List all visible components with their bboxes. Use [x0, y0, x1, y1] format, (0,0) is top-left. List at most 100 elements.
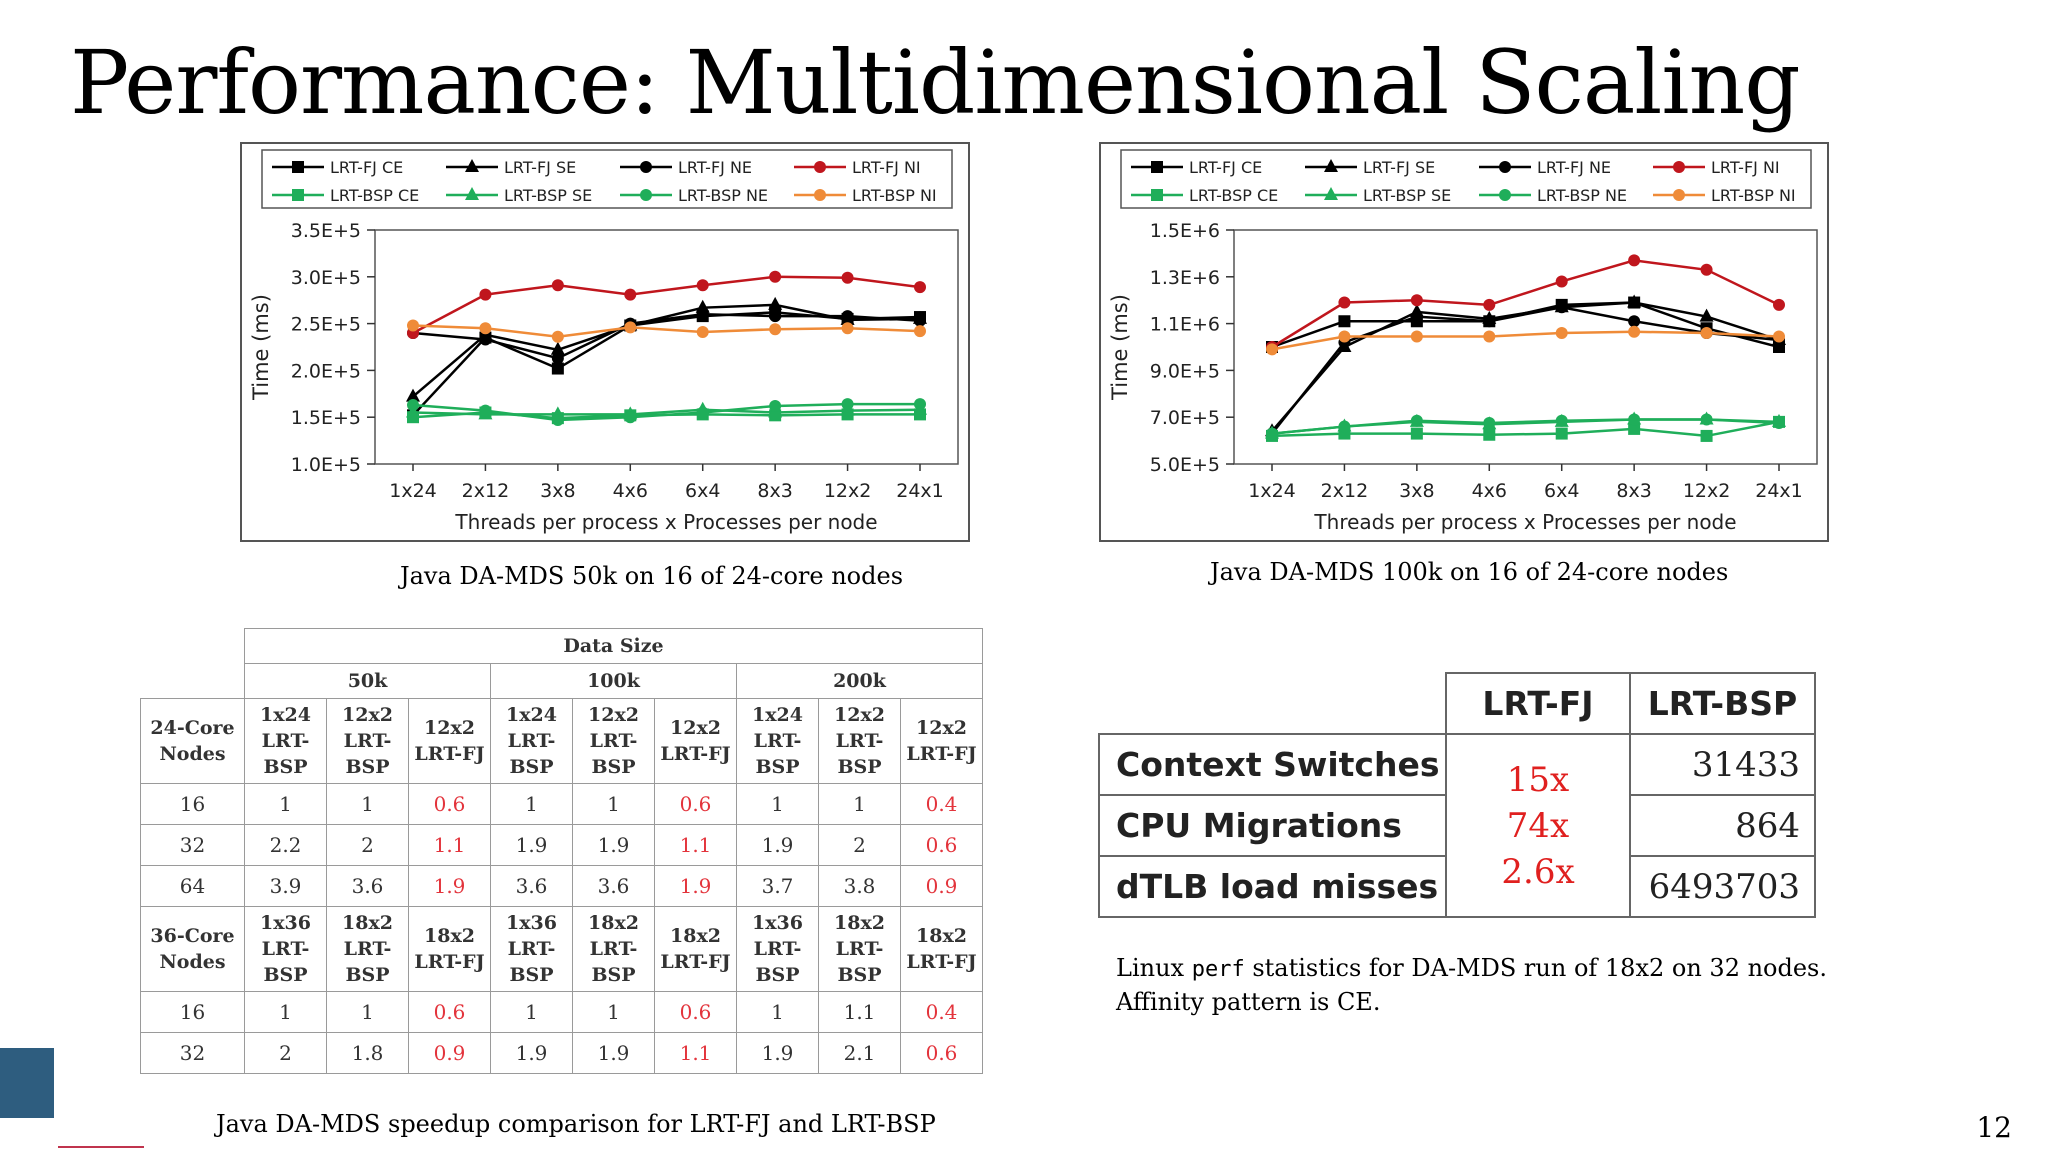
data-point	[1266, 343, 1278, 356]
column-header: 18x2 LRT-FJ	[900, 906, 983, 992]
table-row: Context Switches 15x 74x 2.6x 31433	[1098, 733, 1816, 918]
speedup-table: Data Size 50k 100k 200k 24-Core Nodes 1x24 LRT-…	[140, 628, 983, 1074]
data-point	[551, 279, 564, 292]
data-point	[1410, 414, 1423, 427]
data-point	[1700, 429, 1713, 442]
legend-marker	[292, 189, 304, 201]
perf-caption-line2: Affinity pattern is CE.	[1116, 988, 1381, 1016]
series-line	[412, 312, 921, 360]
metric-label: dTLB load misses	[1098, 855, 1447, 918]
slide-title: Performance: Multidimensional Scaling	[70, 31, 1801, 134]
y-tick-label: 2.0E+5	[291, 360, 361, 382]
speedup-value: 2	[326, 824, 409, 866]
data-point	[769, 270, 782, 283]
series-line	[412, 402, 920, 422]
y-tick-label: 3.0E+5	[291, 267, 361, 289]
data-point	[1700, 326, 1713, 339]
legend-label: LRT-FJ CE	[1189, 158, 1262, 177]
series-line	[1271, 418, 1780, 435]
chart-50k-caption: Java DA-MDS 50k on 16 of 24-core nodes	[400, 562, 904, 590]
data-point	[1338, 420, 1351, 433]
column-header-lrt-bsp: LRT-BSP	[1629, 672, 1816, 735]
x-tick-label: 6x4	[1544, 480, 1579, 502]
node-count: 32	[140, 824, 245, 866]
lrt-bsp-value: 31433	[1629, 733, 1816, 796]
data-point	[769, 399, 782, 412]
data-point	[1628, 422, 1641, 435]
legend-marker	[1499, 161, 1511, 173]
legend-label: LRT-BSP SE	[504, 186, 592, 205]
y-tick-label: 1.1E+6	[1150, 314, 1220, 336]
data-point	[479, 404, 492, 417]
perf-stats-table: LRT-FJ LRT-BSP Context Switches 15x 74x 2.6x 3…	[1098, 672, 1816, 918]
lrt-bsp-value: 6493703	[1629, 855, 1816, 918]
speedup-value: 3.8	[818, 865, 901, 907]
column-header: 18x2 LRT-FJ	[408, 906, 491, 992]
column-header: 12x2 LRT-FJ	[408, 698, 491, 784]
perf-table-corner	[1099, 673, 1447, 735]
data-point	[769, 323, 782, 336]
data-point	[914, 314, 926, 327]
speedup-value: 0.9	[408, 1032, 491, 1074]
y-tick-label: 1.5E+5	[291, 407, 361, 429]
speedup-value: 1.9	[490, 824, 573, 866]
speedup-value: 1	[572, 783, 655, 825]
data-point	[841, 322, 854, 335]
x-tick-label: 8x3	[1616, 480, 1651, 502]
data-point	[479, 333, 492, 346]
speedup-value: 2.1	[818, 1032, 901, 1074]
speedup-value: 0.6	[654, 991, 737, 1033]
table-row: 32 2 1.8 0.9 1.9 1.9 1.1 1.9 2.1 0.6	[140, 1032, 983, 1074]
y-tick-label: 1.5E+6	[1150, 220, 1220, 242]
lrt-bsp-value: 864	[1629, 794, 1816, 857]
column-header: 1x24 LRT- BSP	[736, 698, 819, 784]
data-point	[624, 411, 637, 424]
speedup-value: 1	[736, 783, 819, 825]
legend-marker	[465, 187, 479, 200]
legend-marker	[814, 161, 826, 173]
series-line	[412, 324, 921, 338]
table-row: 16 1 1 0.6 1 1 0.6 1 1.1 0.4	[140, 991, 983, 1033]
table-corner	[140, 628, 245, 699]
column-header: 1x36 LRT- BSP	[244, 906, 327, 992]
speedup-value: 1.9	[572, 824, 655, 866]
ratio-value: 2.6x	[1501, 851, 1575, 892]
node-count: 64	[140, 865, 245, 907]
speedup-value: 0.4	[900, 991, 983, 1033]
speedup-value: 0.6	[900, 1032, 983, 1074]
series-lrt-bsp-ni	[1266, 325, 1785, 356]
table-row: dTLB load misses 6493703	[1098, 855, 1816, 918]
legend-label: LRT-BSP NE	[1537, 186, 1627, 205]
speedup-value: 1.9	[572, 1032, 655, 1074]
series-line	[1271, 259, 1780, 349]
column-header: 1x36 LRT- BSP	[736, 906, 819, 992]
speedup-value: 3.7	[736, 865, 819, 907]
legend-label: LRT-FJ NI	[1711, 158, 1780, 177]
x-tick-label: 2x12	[462, 480, 510, 502]
plot-area	[1233, 229, 1818, 465]
speedup-value: 1.9	[408, 865, 491, 907]
speedup-value: 1.1	[818, 991, 901, 1033]
speedup-value: 1.9	[490, 1032, 573, 1074]
x-tick-label: 8x3	[757, 480, 792, 502]
data-point	[1338, 330, 1351, 343]
x-tick-label: 4x6	[1472, 480, 1507, 502]
speedup-value: 0.9	[900, 865, 983, 907]
speedup-value: 3.9	[244, 865, 327, 907]
x-tick-label: 2x12	[1321, 480, 1369, 502]
data-point	[1410, 310, 1423, 323]
series-line	[1271, 420, 1780, 438]
y-tick-label: 1.0E+5	[291, 454, 361, 476]
data-point	[768, 296, 783, 310]
legend-label: LRT-FJ NE	[678, 158, 752, 177]
y-tick-label: 3.5E+5	[291, 220, 361, 242]
speedup-value: 1.1	[654, 824, 737, 866]
column-header: 18x2 LRT- BSP	[326, 906, 409, 992]
speedup-value: 1	[490, 991, 573, 1033]
data-point	[1266, 427, 1278, 440]
legend: LRT-FJ CE LRT-FJ SE LRT-FJ NE LRT-FJ NI LRT-…	[1120, 149, 1812, 209]
data-point	[841, 271, 854, 284]
perf-caption: Linux perf statistics for DA-MDS run of …	[1116, 952, 1827, 1018]
ratio-value: 15x	[1506, 759, 1570, 800]
x-tick-label: 1x24	[389, 480, 437, 502]
